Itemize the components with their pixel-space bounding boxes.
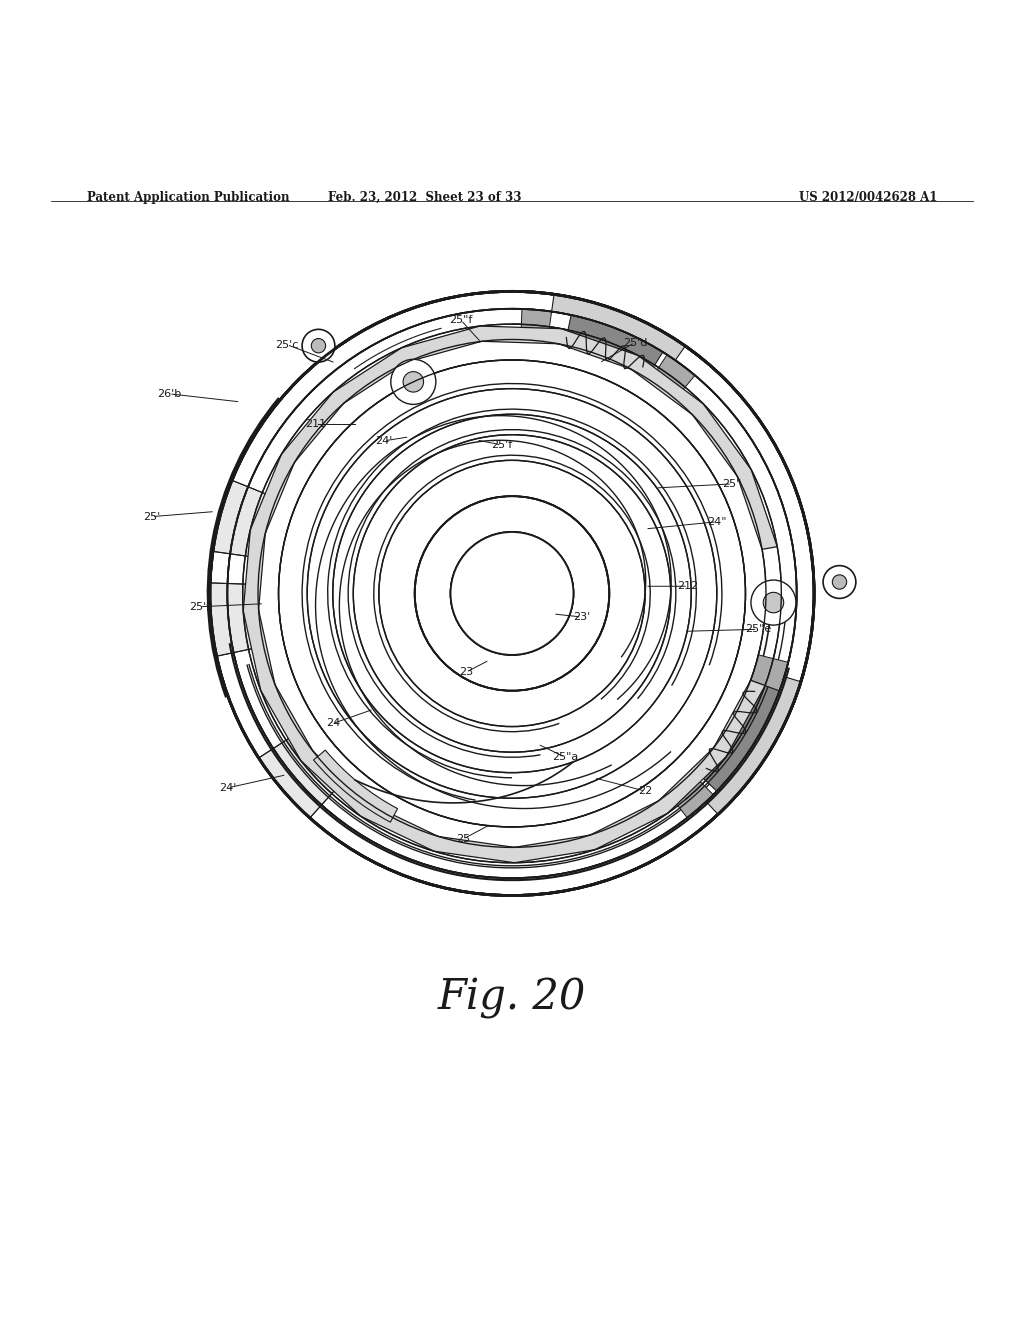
- Text: 25": 25": [723, 479, 741, 488]
- Wedge shape: [650, 355, 695, 399]
- Circle shape: [403, 372, 424, 392]
- Circle shape: [302, 329, 335, 362]
- Text: 24': 24': [376, 436, 392, 446]
- Text: 24: 24: [326, 718, 340, 729]
- Circle shape: [751, 579, 796, 626]
- Text: 211: 211: [305, 420, 326, 429]
- Text: 23: 23: [459, 668, 473, 677]
- Text: Fig. 20: Fig. 20: [438, 977, 586, 1019]
- Text: 25'f: 25'f: [492, 440, 512, 450]
- Text: 24': 24': [219, 783, 236, 793]
- Text: 22: 22: [638, 787, 652, 796]
- Text: Patent Application Publication: Patent Application Publication: [87, 191, 290, 205]
- Text: 23': 23': [573, 612, 590, 622]
- Wedge shape: [751, 655, 788, 690]
- Text: 25"a: 25"a: [552, 752, 579, 762]
- Wedge shape: [707, 677, 801, 814]
- Circle shape: [763, 593, 783, 612]
- Text: US 2012/0042628 A1: US 2012/0042628 A1: [799, 191, 937, 205]
- Wedge shape: [669, 774, 714, 818]
- Text: 24": 24": [707, 516, 727, 527]
- Text: 25': 25': [143, 512, 160, 521]
- Wedge shape: [565, 315, 663, 378]
- Circle shape: [210, 292, 814, 895]
- Polygon shape: [349, 343, 468, 399]
- Wedge shape: [313, 750, 397, 822]
- Wedge shape: [694, 680, 779, 791]
- Wedge shape: [552, 294, 685, 360]
- Text: 25'd: 25'd: [623, 338, 647, 347]
- Text: 25'c: 25'c: [275, 339, 298, 350]
- Circle shape: [451, 532, 573, 655]
- Circle shape: [833, 574, 847, 589]
- Wedge shape: [521, 309, 552, 342]
- Wedge shape: [259, 731, 342, 818]
- Wedge shape: [213, 480, 276, 558]
- Circle shape: [311, 338, 326, 352]
- Circle shape: [451, 532, 573, 655]
- Wedge shape: [210, 583, 263, 656]
- Text: 25'f: 25'f: [189, 602, 210, 611]
- Text: 25"e: 25"e: [744, 624, 771, 635]
- Polygon shape: [244, 326, 777, 863]
- Circle shape: [391, 359, 436, 404]
- Text: 25"f: 25"f: [450, 315, 472, 325]
- Circle shape: [823, 566, 856, 598]
- Text: 25: 25: [456, 834, 470, 845]
- Text: 212: 212: [678, 581, 698, 591]
- Text: Feb. 23, 2012  Sheet 23 of 33: Feb. 23, 2012 Sheet 23 of 33: [329, 191, 521, 205]
- Text: 26'b: 26'b: [157, 389, 181, 399]
- Circle shape: [451, 532, 573, 655]
